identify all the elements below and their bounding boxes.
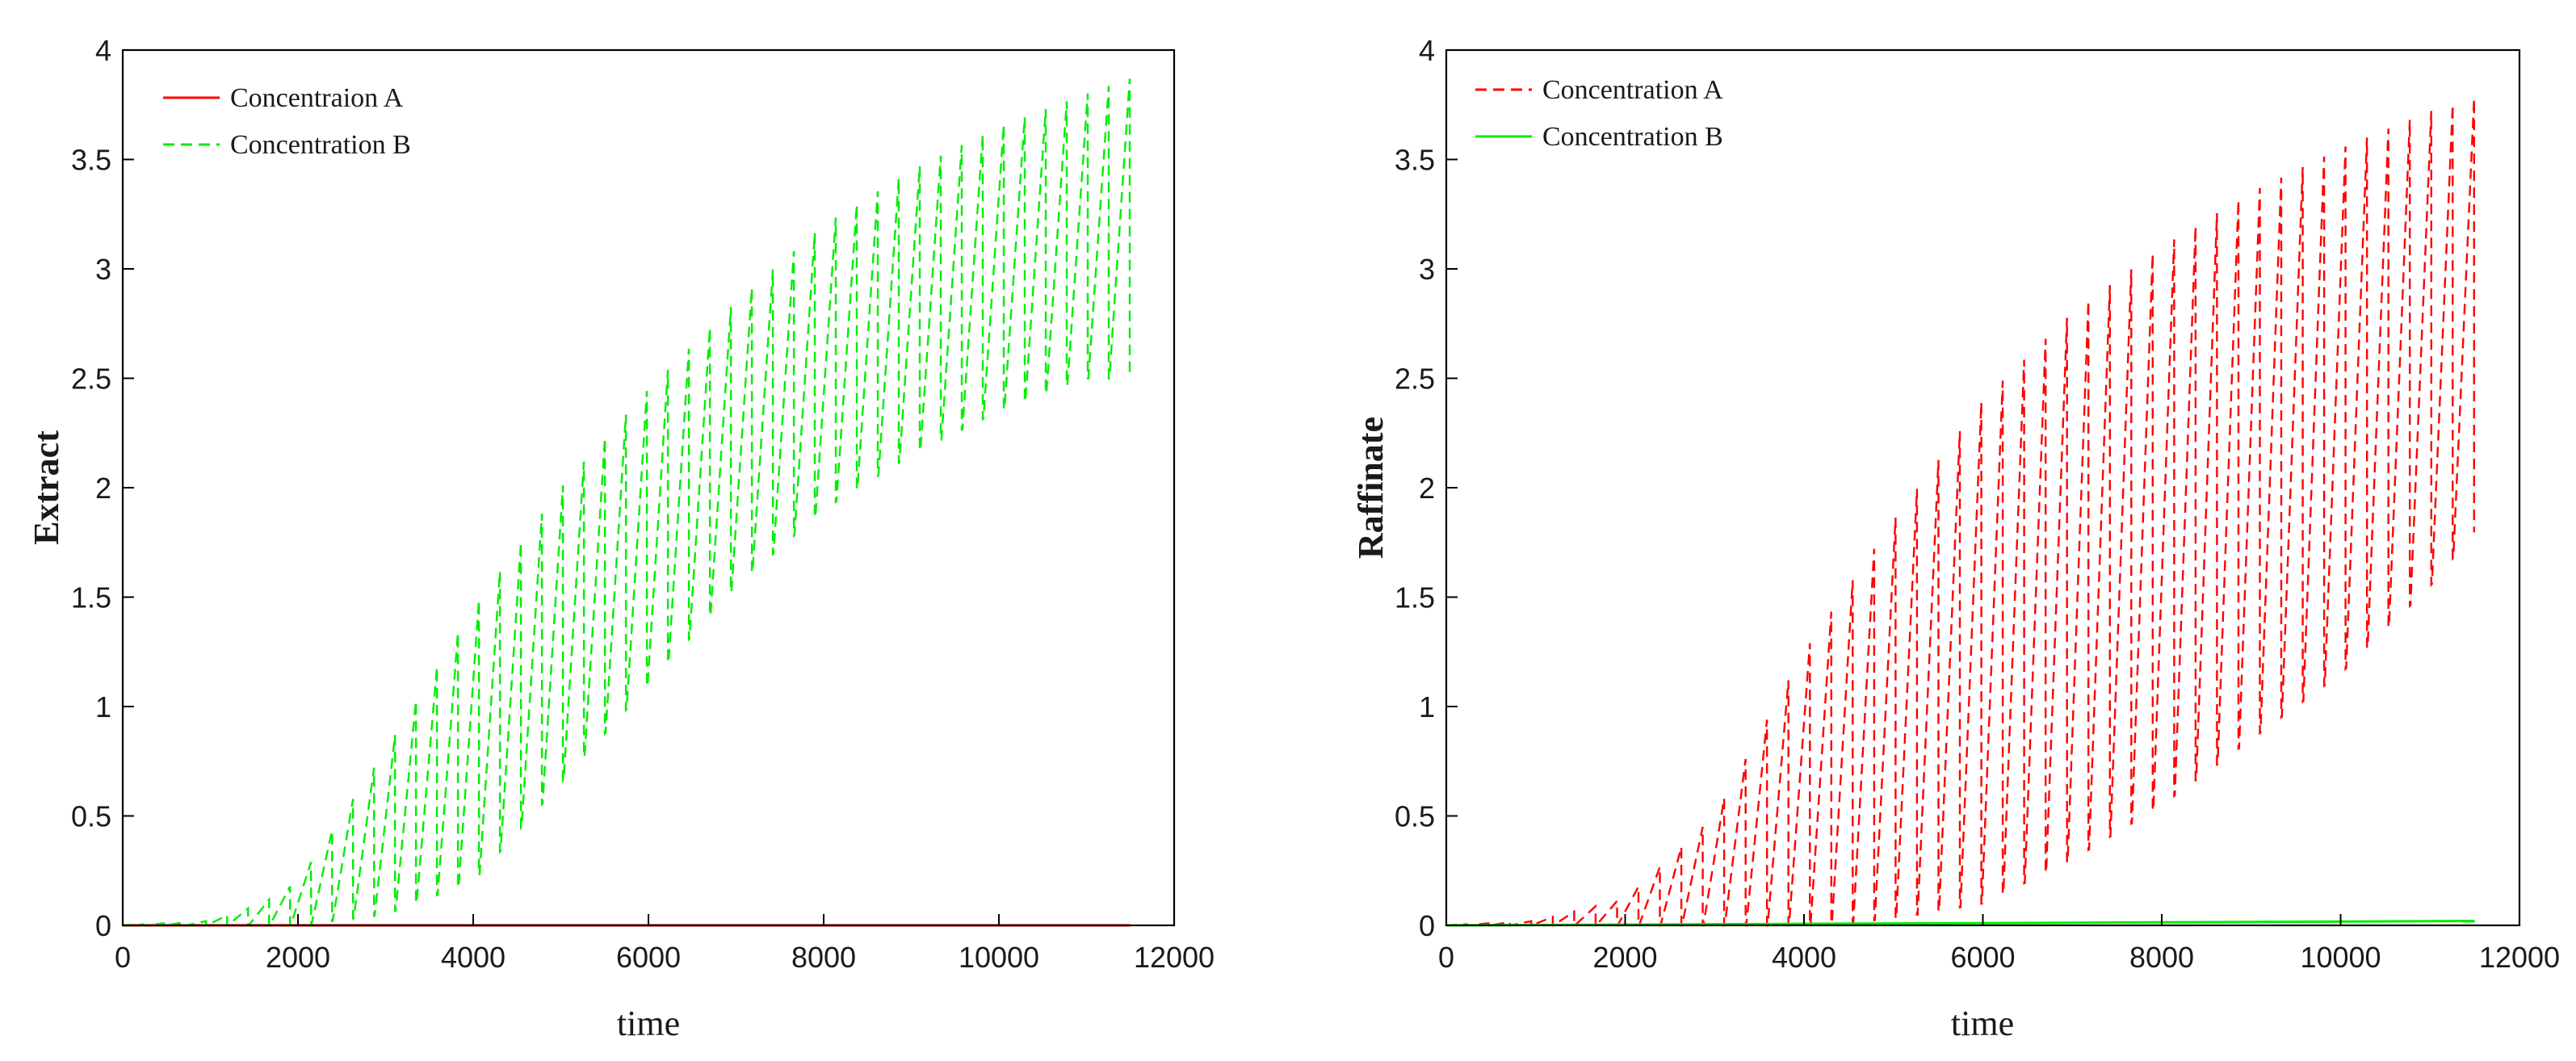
legend-label-concentration-b: Concentration B [1542,122,1723,152]
y-tick-label: 3 [95,253,111,286]
x-tick-label: 8000 [791,941,856,974]
plot-area [123,50,1174,925]
x-tick-label: 10000 [2300,941,2381,974]
y-tick-label: 2.5 [1395,363,1435,396]
y-tick-label: 1 [95,690,111,723]
x-tick-label: 8000 [2129,941,2194,974]
x-tick-label: 4000 [1772,941,1836,974]
x-axis-label: time [617,1004,680,1043]
y-tick-label: 0.5 [71,800,111,833]
extract-chart: 0 2000 4000 6000 8000 10000 12000 0 0.5 1 1.5 2 2.5 3… [27,34,1215,1043]
x-tick-label: 6000 [1950,941,2015,974]
x-tick-label: 4000 [441,941,506,974]
y-tick-label: 3.5 [71,144,111,177]
x-tick-label: 12000 [1134,941,1215,974]
y-axis-label: Raffinate [1351,417,1391,559]
x-tick-label: 0 [115,941,131,974]
y-tick-label: 3.5 [1395,144,1435,177]
extract-chart-ticks: 0 2000 4000 6000 8000 10000 12000 0 0.5 1 1.5 2 2.5 3… [71,34,1215,974]
x-tick-label: 0 [1438,941,1454,974]
legend: Concentration A Concentration B [1475,75,1723,152]
y-tick-label: 2.5 [71,363,111,396]
y-tick-label: 4 [95,34,111,67]
raffinate-chart-ticks: 0 2000 4000 6000 8000 10000 12000 0 0.5 1 1.5 2 2.5 3… [1395,34,2560,974]
x-tick-label: 12000 [2479,941,2560,974]
y-tick-label: 1.5 [1395,581,1435,614]
y-axis-label: Extract [27,430,66,545]
y-tick-label: 3 [1419,253,1435,286]
plot-area [1446,50,2519,925]
x-tick-label: 6000 [616,941,681,974]
y-tick-label: 1.5 [71,581,111,614]
x-tick-label: 2000 [1592,941,1657,974]
y-tick-label: 2 [95,472,111,505]
legend-label-concentration-a: Concentraion A [230,83,404,113]
raffinate-chart: 0 2000 4000 6000 8000 10000 12000 0 0.5 1 1.5 2 2.5 3… [1351,34,2560,1043]
legend: Concentraion A Concentration B [163,83,411,160]
x-tick-label: 10000 [959,941,1039,974]
y-tick-label: 2 [1419,472,1435,505]
y-tick-label: 0.5 [1395,800,1435,833]
legend-label-concentration-b: Concentration B [230,130,411,160]
x-tick-label: 2000 [266,941,330,974]
y-tick-label: 0 [1419,909,1435,942]
legend-label-concentration-a: Concentration A [1542,75,1723,105]
x-axis-label: time [1951,1004,2014,1043]
y-tick-label: 4 [1419,34,1435,67]
y-tick-label: 0 [95,909,111,942]
y-tick-label: 1 [1419,690,1435,723]
